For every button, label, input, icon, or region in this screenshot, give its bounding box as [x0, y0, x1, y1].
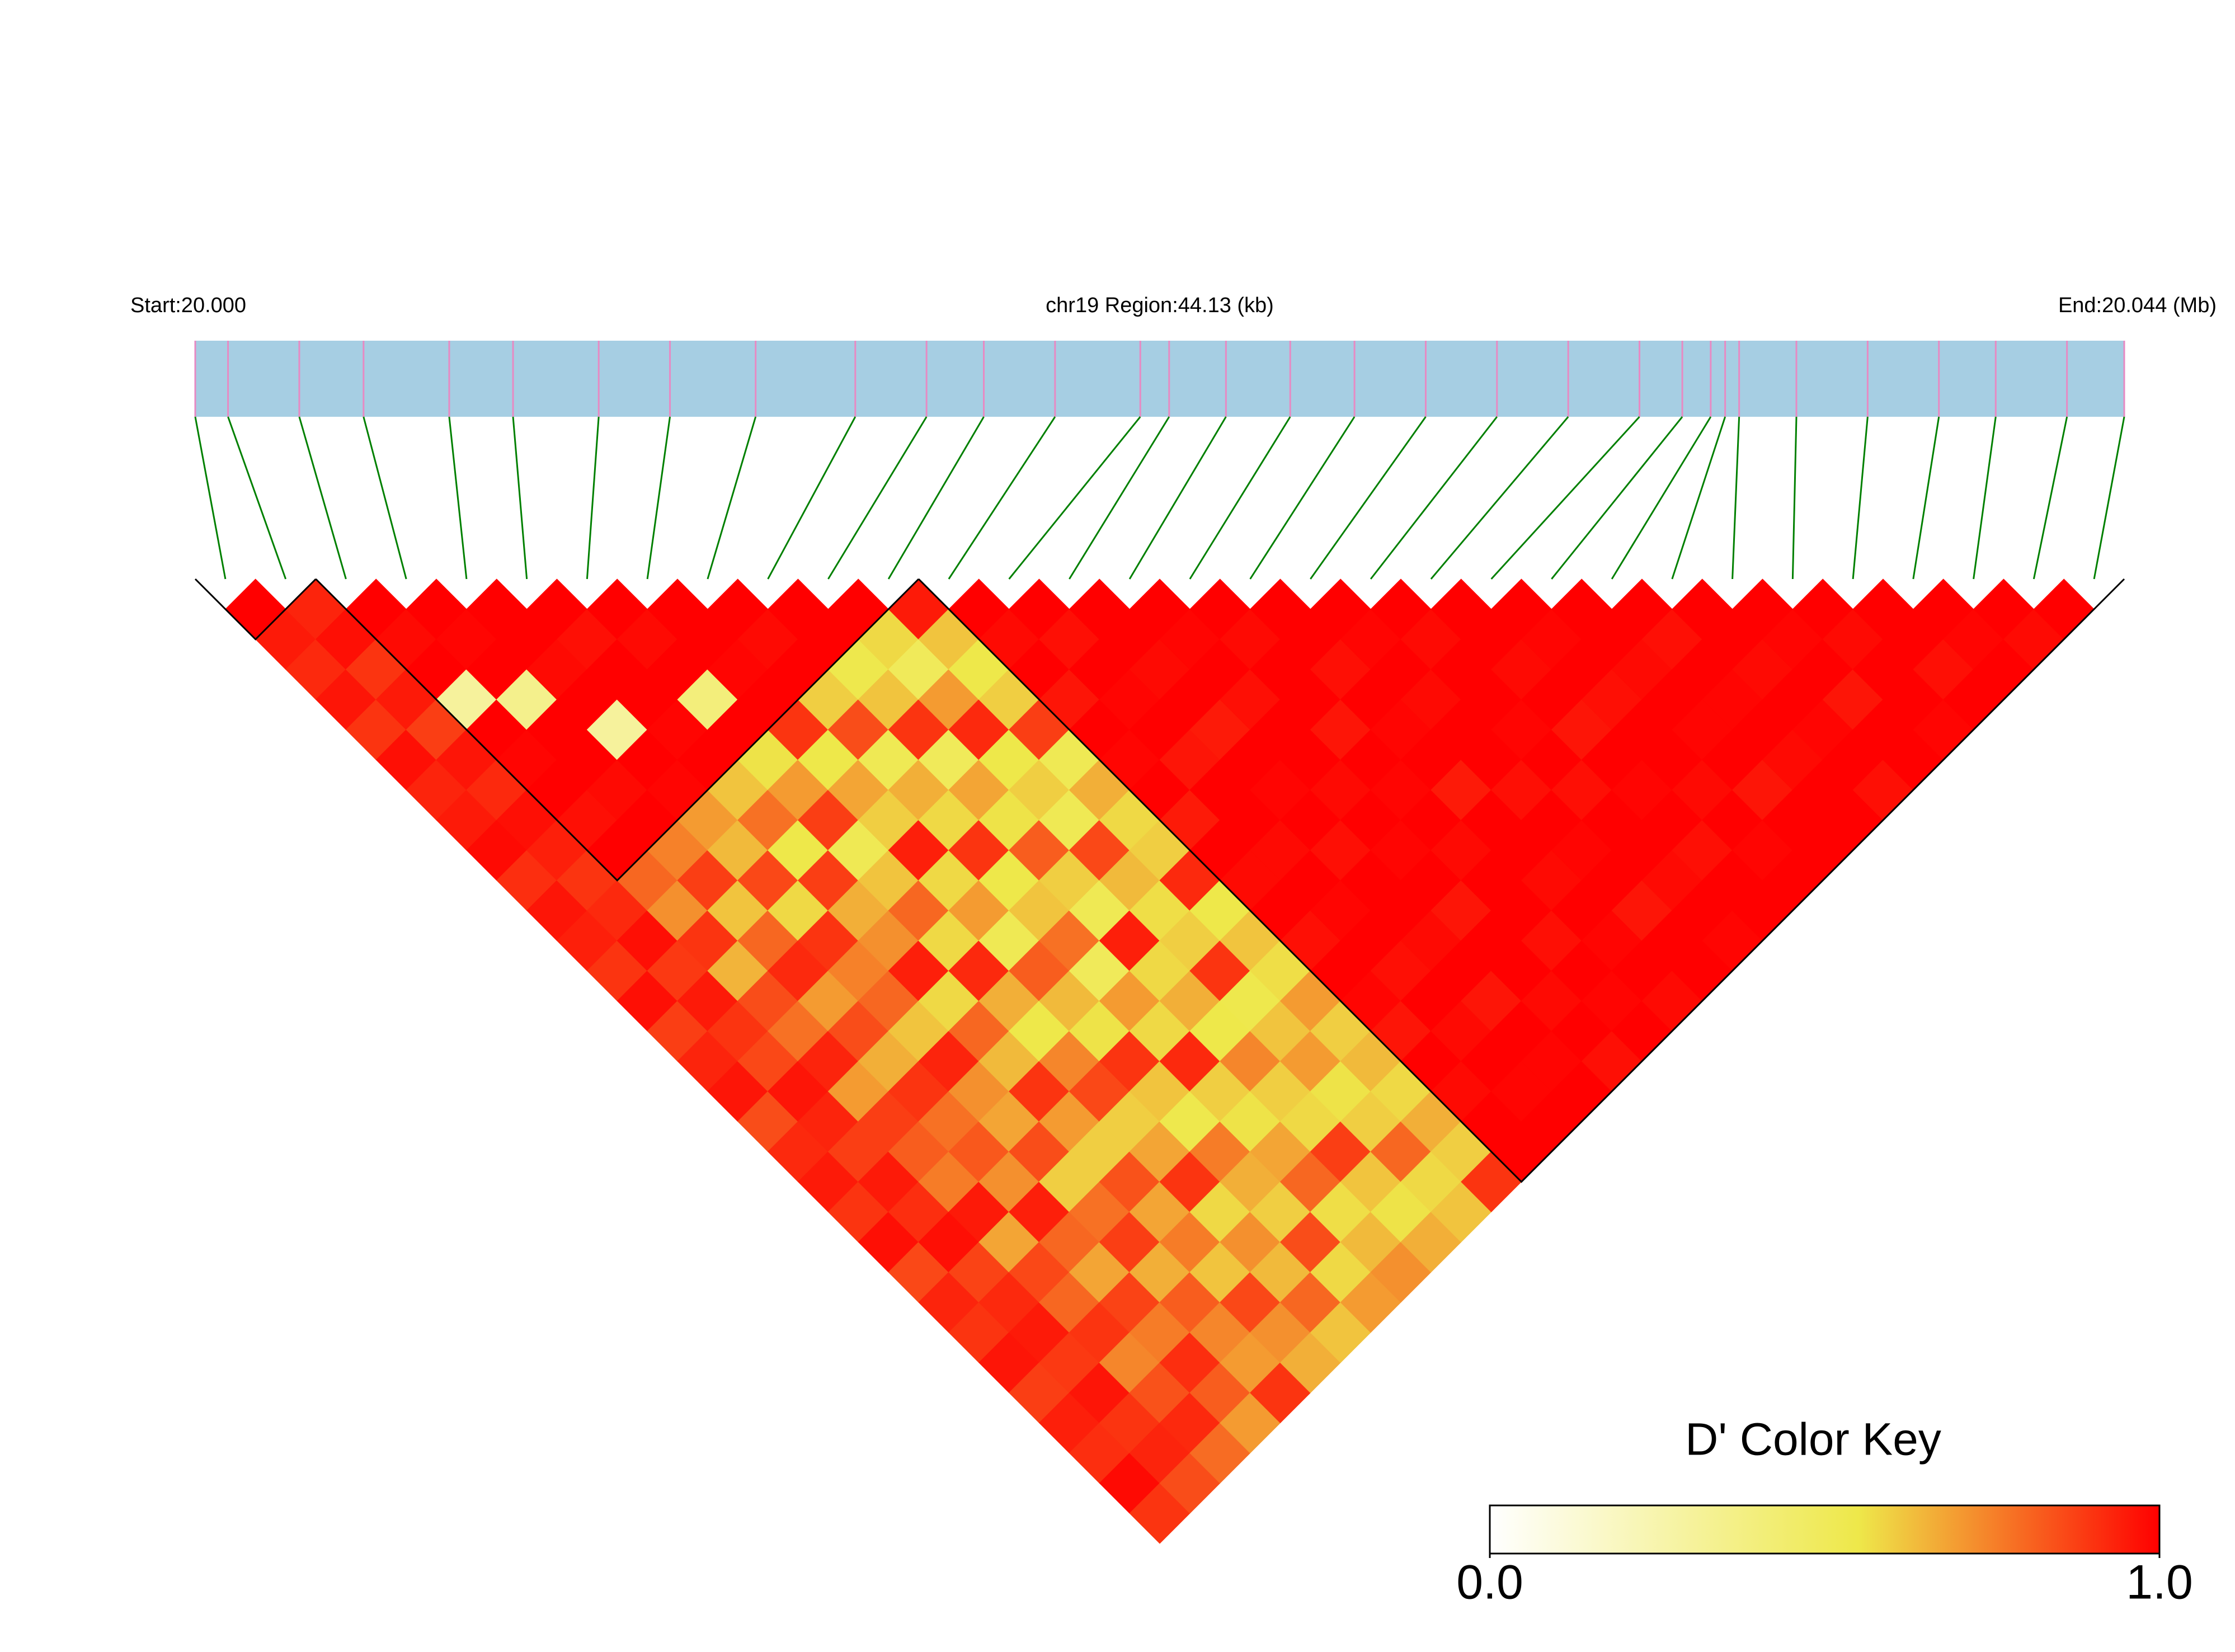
snp-link [448, 416, 468, 580]
snp-link [1852, 416, 1869, 580]
key-tick-label: 0.0 [1456, 1556, 1523, 1609]
snp-link [227, 416, 287, 580]
snp-link [1671, 416, 1726, 580]
snp-link [1912, 416, 1940, 580]
snp-link [194, 416, 227, 580]
snp-link [1490, 416, 1640, 580]
snp-link [512, 416, 528, 580]
snp-link [363, 416, 407, 580]
snp-link [1731, 416, 1740, 580]
snp-link [707, 416, 757, 580]
snp-link [1611, 416, 1712, 580]
snp-link [1430, 416, 1569, 580]
snp-link [1008, 416, 1141, 580]
snp-link [1249, 416, 1356, 580]
ld-block [917, 578, 2125, 1183]
key-tick-label: 1.0 [2126, 1556, 2193, 1609]
snp-link [298, 416, 347, 580]
snp-link [2093, 416, 2125, 580]
region-label: chr19 Region:44.13 (kb) [1046, 294, 1274, 317]
snp-link [1069, 416, 1170, 580]
snp-link [586, 416, 600, 580]
color-key [1489, 1504, 2161, 1555]
position-bar [195, 341, 2124, 417]
snp-link [1128, 416, 1227, 580]
ld-block [194, 578, 317, 641]
ld-block [315, 578, 920, 882]
snp-link [1791, 416, 1798, 580]
snp-link [1370, 416, 1498, 580]
snp-link [827, 416, 928, 580]
snp-link [1973, 416, 1997, 580]
snp-link [1189, 416, 1291, 580]
end-label: End:20.044 (Mb) [2058, 294, 2217, 317]
snp-link [2032, 416, 2068, 580]
snp-link [767, 416, 857, 580]
snp-link [887, 416, 985, 580]
snp-link [1551, 416, 1683, 580]
key-title: D' Color Key [1685, 1414, 1941, 1465]
snp-link [948, 416, 1056, 580]
snp-link [1310, 416, 1427, 580]
snp-link [646, 416, 671, 580]
start-label: Start:20.000 [130, 294, 246, 317]
